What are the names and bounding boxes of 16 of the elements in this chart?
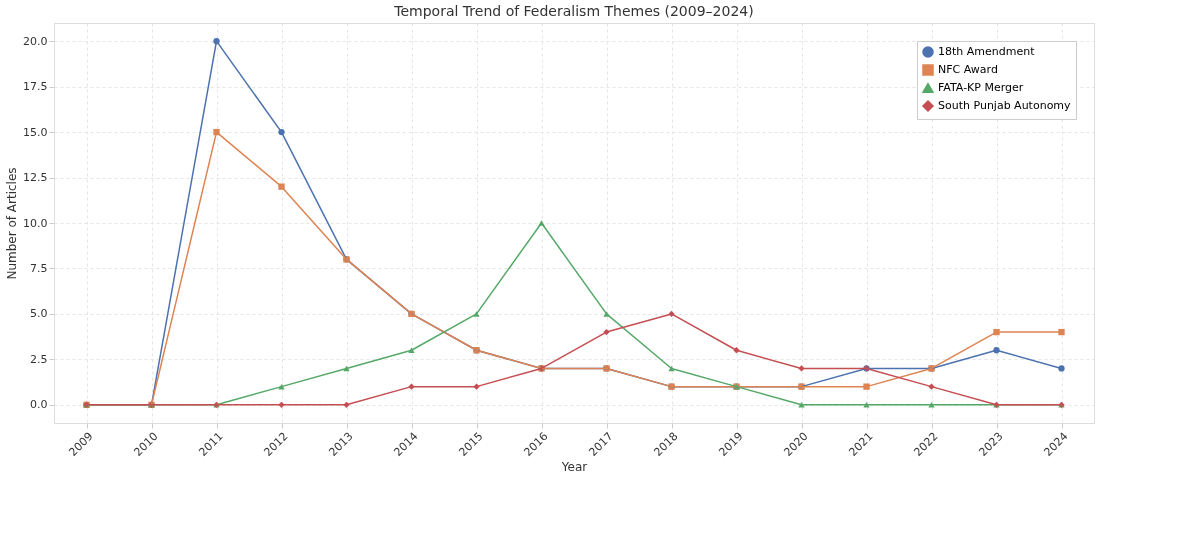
y-tick-label: 17.5 [23, 80, 48, 94]
y-tick-label: 20.0 [23, 34, 48, 48]
legend-label: 18th Amendment [938, 45, 1036, 58]
y-tick-label: 2.5 [30, 352, 48, 366]
y-axis-title: Number of Articles [5, 167, 20, 280]
y-tick-label: 5.0 [30, 307, 48, 321]
y-tick-label: 7.5 [30, 261, 48, 275]
legend-label: FATA-KP Merger [938, 81, 1024, 94]
y-tick-label: 12.5 [23, 171, 48, 185]
y-tick-label: 0.0 [30, 398, 48, 412]
y-tick-label: 15.0 [23, 125, 48, 139]
legend-label: South Punjab Autonomy [938, 99, 1072, 112]
chart-title: Temporal Trend of Federalism Themes (2009–2024) [393, 3, 754, 19]
y-tick-label: 10.0 [23, 216, 48, 230]
x-axis-title: Year [560, 460, 588, 475]
legend-label: NFC Award [938, 63, 998, 76]
